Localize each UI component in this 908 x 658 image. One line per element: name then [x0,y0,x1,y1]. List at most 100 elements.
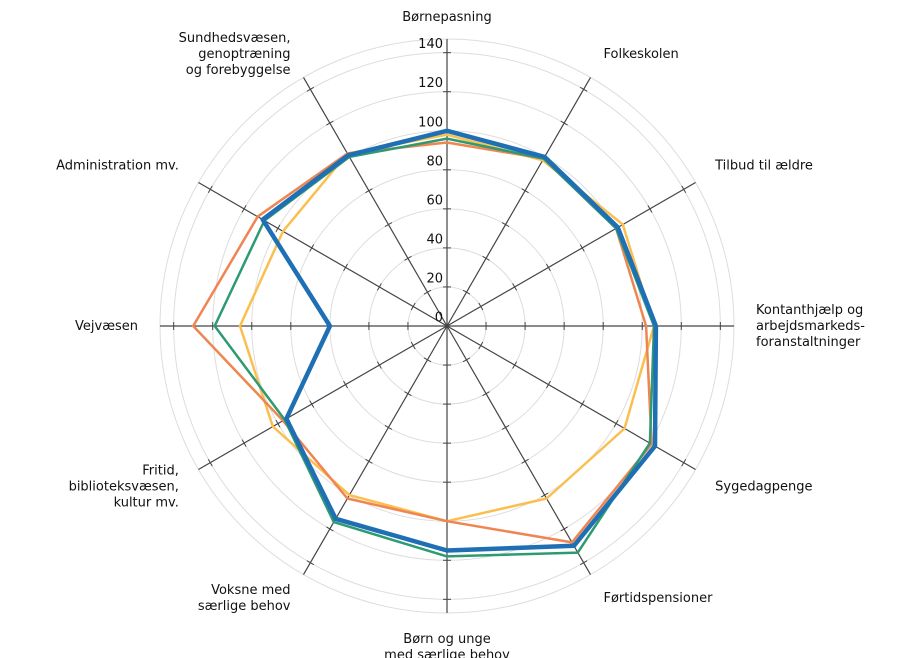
tick-mark [306,86,315,92]
tick-mark [579,86,588,92]
y-tick-label: 140 [418,37,443,52]
axis-line [302,325,448,575]
tick-mark [365,458,373,464]
category-label: Børn og unge med særlige behov [384,632,510,658]
axis-line [446,77,592,327]
tick-mark [482,391,490,397]
category-label-line: Førtidspensioner [604,591,714,606]
tick-mark [546,263,551,272]
category-label-line: genoptræning [198,46,290,61]
tick-mark [546,380,551,389]
category-label: Sygedagpenge [715,479,812,494]
category-label-line: med særlige behov [384,648,510,658]
tick-mark [326,120,334,126]
tick-mark [241,205,247,213]
y-tick-label: 60 [426,193,443,208]
tick-mark [482,255,490,261]
category-label: Fritid, biblioteksvæsen, kultur mv. [69,463,179,510]
y-tick-label: 120 [418,76,443,91]
tick-mark [241,439,247,447]
tick-mark [410,341,416,350]
axis-line [198,181,448,327]
category-label-line: Sygedagpenge [715,479,812,494]
tick-mark [512,283,518,291]
tick-mark [501,222,510,227]
tick-mark [579,400,585,408]
tick-mark [560,526,568,532]
category-label: Kontanthjælp og arbejdsmarkeds-foranstalt… [756,303,865,350]
tick-mark [681,458,687,467]
axis-line [446,325,696,471]
tick-mark [410,302,416,311]
tick-mark [275,419,281,428]
tick-mark [512,361,518,369]
tick-mark [521,458,529,464]
tick-mark [306,560,315,566]
category-label: Børnepasning [402,10,492,25]
tick-mark [423,289,432,295]
y-tick-label: 40 [426,232,443,247]
axis-line [302,77,448,327]
tick-mark [343,263,348,272]
y-tick-label: 20 [426,271,443,286]
series-line [260,128,659,553]
tick-mark [207,185,213,194]
y-tick-label: 80 [426,154,443,169]
tick-mark [404,391,412,397]
axis-line [198,325,448,471]
category-label-line: Børnepasning [402,10,492,25]
axis-line [446,325,592,575]
tick-mark [404,255,412,261]
axis-line [446,181,696,327]
category-label-line: Sundhedsvæsen, [179,30,291,45]
tick-mark [560,120,568,126]
category-label-line: Børn og unge [403,632,490,647]
tick-mark [681,185,687,194]
tick-mark [521,188,529,194]
tick-mark [462,289,471,295]
category-label-line: Fritid, [142,463,179,478]
category-label-line: biblioteksvæsen, [69,479,179,494]
series-line [191,141,653,544]
category-label-line: Folkeskolen [604,46,679,61]
tick-mark [423,357,432,363]
tick-mark [384,222,393,227]
tick-mark [613,419,619,428]
category-label-line: Tilbud til ældre [714,158,813,173]
category-label-line: kultur mv. [114,495,179,510]
category-label-line: Administration mv. [56,158,179,173]
category-label-line: arbejdsmarkeds- [756,319,865,334]
category-label-line: særlige behov [198,599,291,614]
category-label: Sundhedsvæsen, genoptræning og forebyggels… [179,30,291,77]
tick-mark [309,244,315,252]
tick-mark [647,205,653,213]
category-label: Tilbud til ældre [714,158,813,173]
category-label-line: Kontanthjælp og [756,303,863,318]
tick-mark [376,361,382,369]
category-label-line: foranstaltninger [756,335,861,350]
category-label: Førtidspensioner [604,591,714,606]
tick-mark [478,302,484,311]
category-label-line: Vejvæsen [75,319,138,334]
y-tick-label: 100 [418,115,443,130]
tick-mark [478,341,484,350]
tick-mark [365,188,373,194]
tick-mark [579,244,585,252]
tick-mark [343,380,348,389]
category-label: Vejvæsen [75,319,138,334]
category-label: Administration mv. [56,158,179,173]
y-tick-label: 0 [435,311,443,326]
tick-mark [376,283,382,291]
tick-mark [579,560,588,566]
category-label: Folkeskolen [604,46,679,61]
tick-mark [384,425,393,430]
tick-mark [540,492,549,498]
tick-mark [207,458,213,467]
category-label-line: Voksne med [211,583,290,598]
tick-mark [326,526,334,532]
tick-mark [275,224,281,233]
tick-mark [462,357,471,363]
tick-mark [501,425,510,430]
category-label: Voksne med særlige behov [198,583,291,614]
